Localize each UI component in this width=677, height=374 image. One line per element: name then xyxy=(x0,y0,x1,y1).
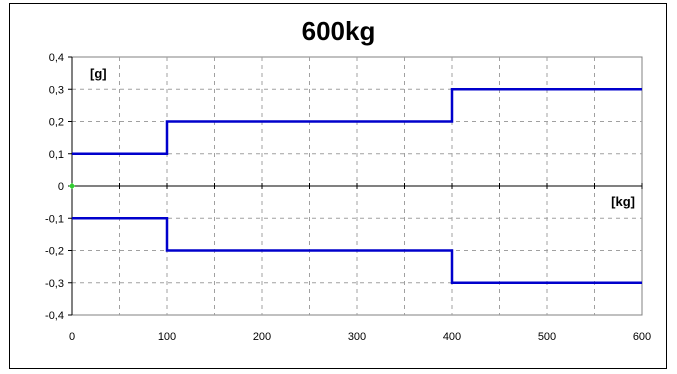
series-line-2 xyxy=(72,217,642,284)
x-tick-label: 400 xyxy=(443,331,461,343)
series-line-1 xyxy=(72,88,642,155)
x-tick-label: 300 xyxy=(348,331,366,343)
x-tick-label: 100 xyxy=(158,331,176,343)
y-tick-label: 0,2 xyxy=(49,117,64,129)
origin-marker xyxy=(68,182,76,190)
y-tick-label: 0,1 xyxy=(49,149,64,161)
y-tick-label: 0,4 xyxy=(49,52,64,64)
x-tick-label: 0 xyxy=(69,331,75,343)
y-tick-label: -0,4 xyxy=(45,310,64,322)
y-tick-label: -0,3 xyxy=(45,278,64,290)
y-tick-label: 0 xyxy=(58,181,64,193)
y-tick-label: -0,1 xyxy=(45,213,64,225)
x-tick-label: 600 xyxy=(633,331,651,343)
x-tick-label: 200 xyxy=(253,331,271,343)
y-tick-label: -0,2 xyxy=(45,246,64,258)
y-unit-label: [g] xyxy=(90,66,107,81)
x-tick-label: 500 xyxy=(538,331,556,343)
y-tick-label: 0,3 xyxy=(49,84,64,96)
chart-title: 600kg xyxy=(301,16,376,46)
x-unit-label: [kg] xyxy=(611,194,635,209)
